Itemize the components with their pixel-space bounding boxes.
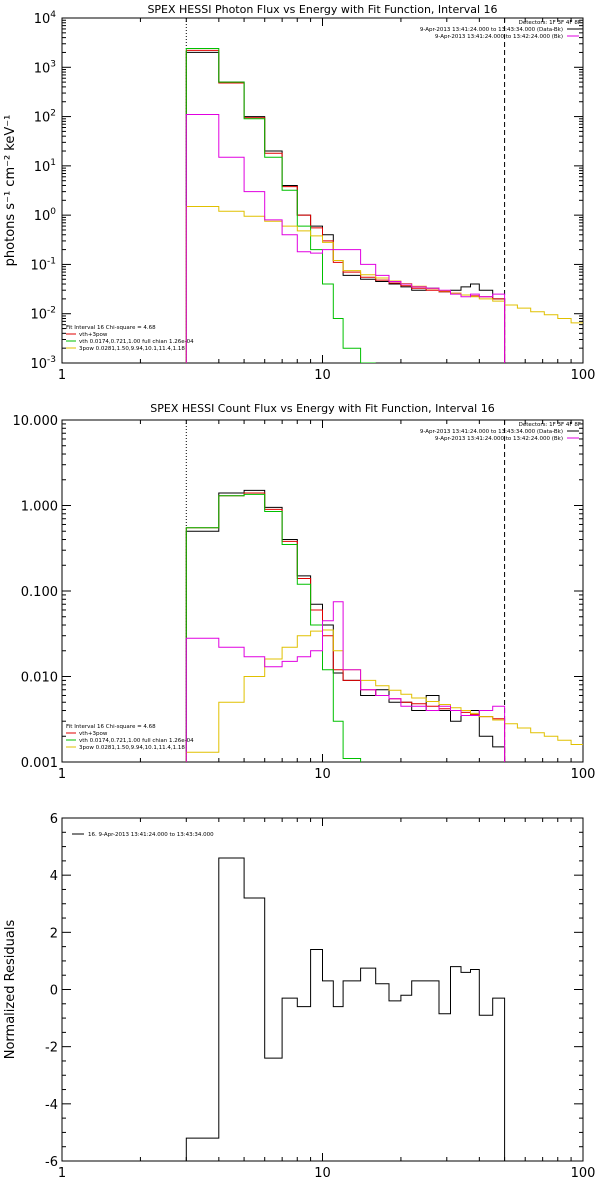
legend-entry: Detectors: 1F 3F 4F 8F bbox=[519, 422, 581, 428]
y-tick-label: 0.001 bbox=[21, 756, 58, 771]
y-tick-label: 102 bbox=[34, 109, 56, 126]
y-axis: -6 -4 -2 0 2 4 6 bbox=[45, 812, 583, 1170]
legend-top: 16. 9-Apr-2013 13:41:24.000 to 13:43:34.… bbox=[72, 832, 214, 838]
y-tick-label: 10-3 bbox=[30, 355, 56, 372]
y-axis: 10-3 10-2 10-1 100 101 102 103 104 bbox=[30, 10, 583, 372]
legend-entry: vth 0.0174,0.721,1.00 full chian 1.26e-0… bbox=[79, 339, 194, 345]
series-line-4 bbox=[185, 206, 583, 363]
series-line-4 bbox=[185, 629, 583, 762]
legend-bottom: Fit Interval 16 Chi-square = 4.68vth+3po… bbox=[66, 724, 194, 751]
chart-3: 1 10 100 -6 -4 -2 0 2 4 6 Normalized Residuals 16. … bbox=[3, 812, 595, 1181]
x-tick-label: 10 bbox=[314, 1166, 331, 1181]
y-tick-label: 2 bbox=[50, 926, 58, 941]
chart-title: SPEX HESSI Count Flux vs Energy with Fit… bbox=[150, 402, 494, 415]
series-group bbox=[185, 857, 506, 1161]
y-tick-label: 10-2 bbox=[30, 306, 56, 323]
x-tick-label: 10 bbox=[314, 767, 331, 782]
x-tick-label: 1 bbox=[58, 368, 66, 383]
y-tick-label: 100 bbox=[34, 207, 57, 224]
x-tick-label: 1 bbox=[58, 1166, 66, 1181]
y-tick-label: 103 bbox=[34, 59, 56, 76]
legend-bottom: Fit Interval 16 Chi-square = 4.68vth+3po… bbox=[66, 325, 194, 352]
series-line-3 bbox=[185, 493, 362, 762]
y-tick-label: 0.010 bbox=[21, 671, 58, 686]
legend-entry: 9-Apr-2013 13:41:24.000 to 13:43:34.000 … bbox=[420, 27, 563, 33]
chart-2: SPEX HESSI Count Flux vs Energy with Fit… bbox=[13, 402, 596, 782]
y-tick-label: -6 bbox=[45, 1155, 58, 1170]
series-line-1 bbox=[185, 51, 506, 363]
x-tick-label: 100 bbox=[571, 767, 596, 782]
legend-entry: 9-Apr-2013 13:41:24.000 to 13:42:24.000 … bbox=[435, 436, 563, 442]
legend-entry: Detectors: 1F 3F 4F 8F bbox=[519, 20, 581, 26]
y-tick-label: -4 bbox=[45, 1098, 58, 1113]
x-tick-label: 1 bbox=[58, 767, 66, 782]
x-tick-label: 100 bbox=[571, 368, 596, 383]
series-line-3 bbox=[185, 48, 376, 363]
x-axis: 1 10 100 bbox=[58, 18, 596, 383]
legend-entry: 3pow 0.0281,1.50,9.94,10.1,11.4,1.18 bbox=[79, 346, 185, 352]
legend-entry: 9-Apr-2013 13:41:24.000 to 13:42:24.000 … bbox=[435, 34, 563, 40]
legend-entry: vth+3pow bbox=[79, 332, 108, 338]
y-axis-label: Normalized Residuals bbox=[3, 920, 18, 1060]
x-tick-label: 10 bbox=[314, 368, 331, 383]
y-tick-label: 6 bbox=[50, 812, 58, 827]
series-line-1 bbox=[185, 489, 506, 762]
series-line-5 bbox=[185, 114, 506, 363]
legend-entry: vth 0.0174,0.721,1.00 full chian 1.26e-0… bbox=[79, 738, 194, 744]
y-tick-label: 1.000 bbox=[21, 500, 58, 515]
legend-entry: Fit Interval 16 Chi-square = 4.68 bbox=[66, 325, 156, 331]
legend-top: Detectors: 1F 3F 4F 8F9-Apr-2013 13:41:2… bbox=[420, 20, 581, 40]
x-tick-label: 100 bbox=[571, 1166, 596, 1181]
legend-top: Detectors: 1F 3F 4F 8F9-Apr-2013 13:41:2… bbox=[420, 422, 581, 442]
y-tick-label: 10.000 bbox=[13, 414, 59, 429]
legend-entry: Fit Interval 16 Chi-square = 4.68 bbox=[66, 724, 156, 730]
series-group bbox=[185, 489, 583, 762]
y-tick-label: -2 bbox=[45, 1041, 58, 1056]
y-tick-label: 4 bbox=[50, 869, 58, 884]
chart-title: SPEX HESSI Photon Flux vs Energy with Fi… bbox=[147, 3, 497, 16]
y-axis-label: photons s⁻¹ cm⁻² keV⁻¹ bbox=[3, 115, 18, 267]
legend-entry: vth+3pow bbox=[79, 731, 108, 737]
series-line-5 bbox=[185, 601, 506, 762]
series-group bbox=[185, 48, 583, 363]
legend-entry: 9-Apr-2013 13:41:24.000 to 13:43:34.000 … bbox=[420, 429, 563, 435]
series-line-1 bbox=[185, 857, 506, 1161]
y-tick-label: 0 bbox=[50, 984, 58, 999]
y-tick-label: 101 bbox=[34, 158, 56, 175]
y-tick-label: 10-1 bbox=[30, 256, 56, 273]
legend-entry: 16. 9-Apr-2013 13:41:24.000 to 13:43:34.… bbox=[88, 832, 214, 838]
x-axis: 1 10 100 bbox=[58, 420, 596, 782]
chart-1: SPEX HESSI Photon Flux vs Energy with Fi… bbox=[3, 3, 595, 383]
series-line-2 bbox=[185, 49, 506, 363]
legend-entry: 3pow 0.0281,1.50,9.94,10.1,11.4,1.18 bbox=[79, 745, 185, 751]
x-axis: 1 10 100 bbox=[58, 818, 596, 1181]
y-axis: 0.001 0.010 0.100 1.000 10.000 bbox=[13, 414, 583, 771]
y-tick-label: 0.100 bbox=[21, 585, 58, 600]
y-tick-label: 104 bbox=[34, 10, 57, 27]
